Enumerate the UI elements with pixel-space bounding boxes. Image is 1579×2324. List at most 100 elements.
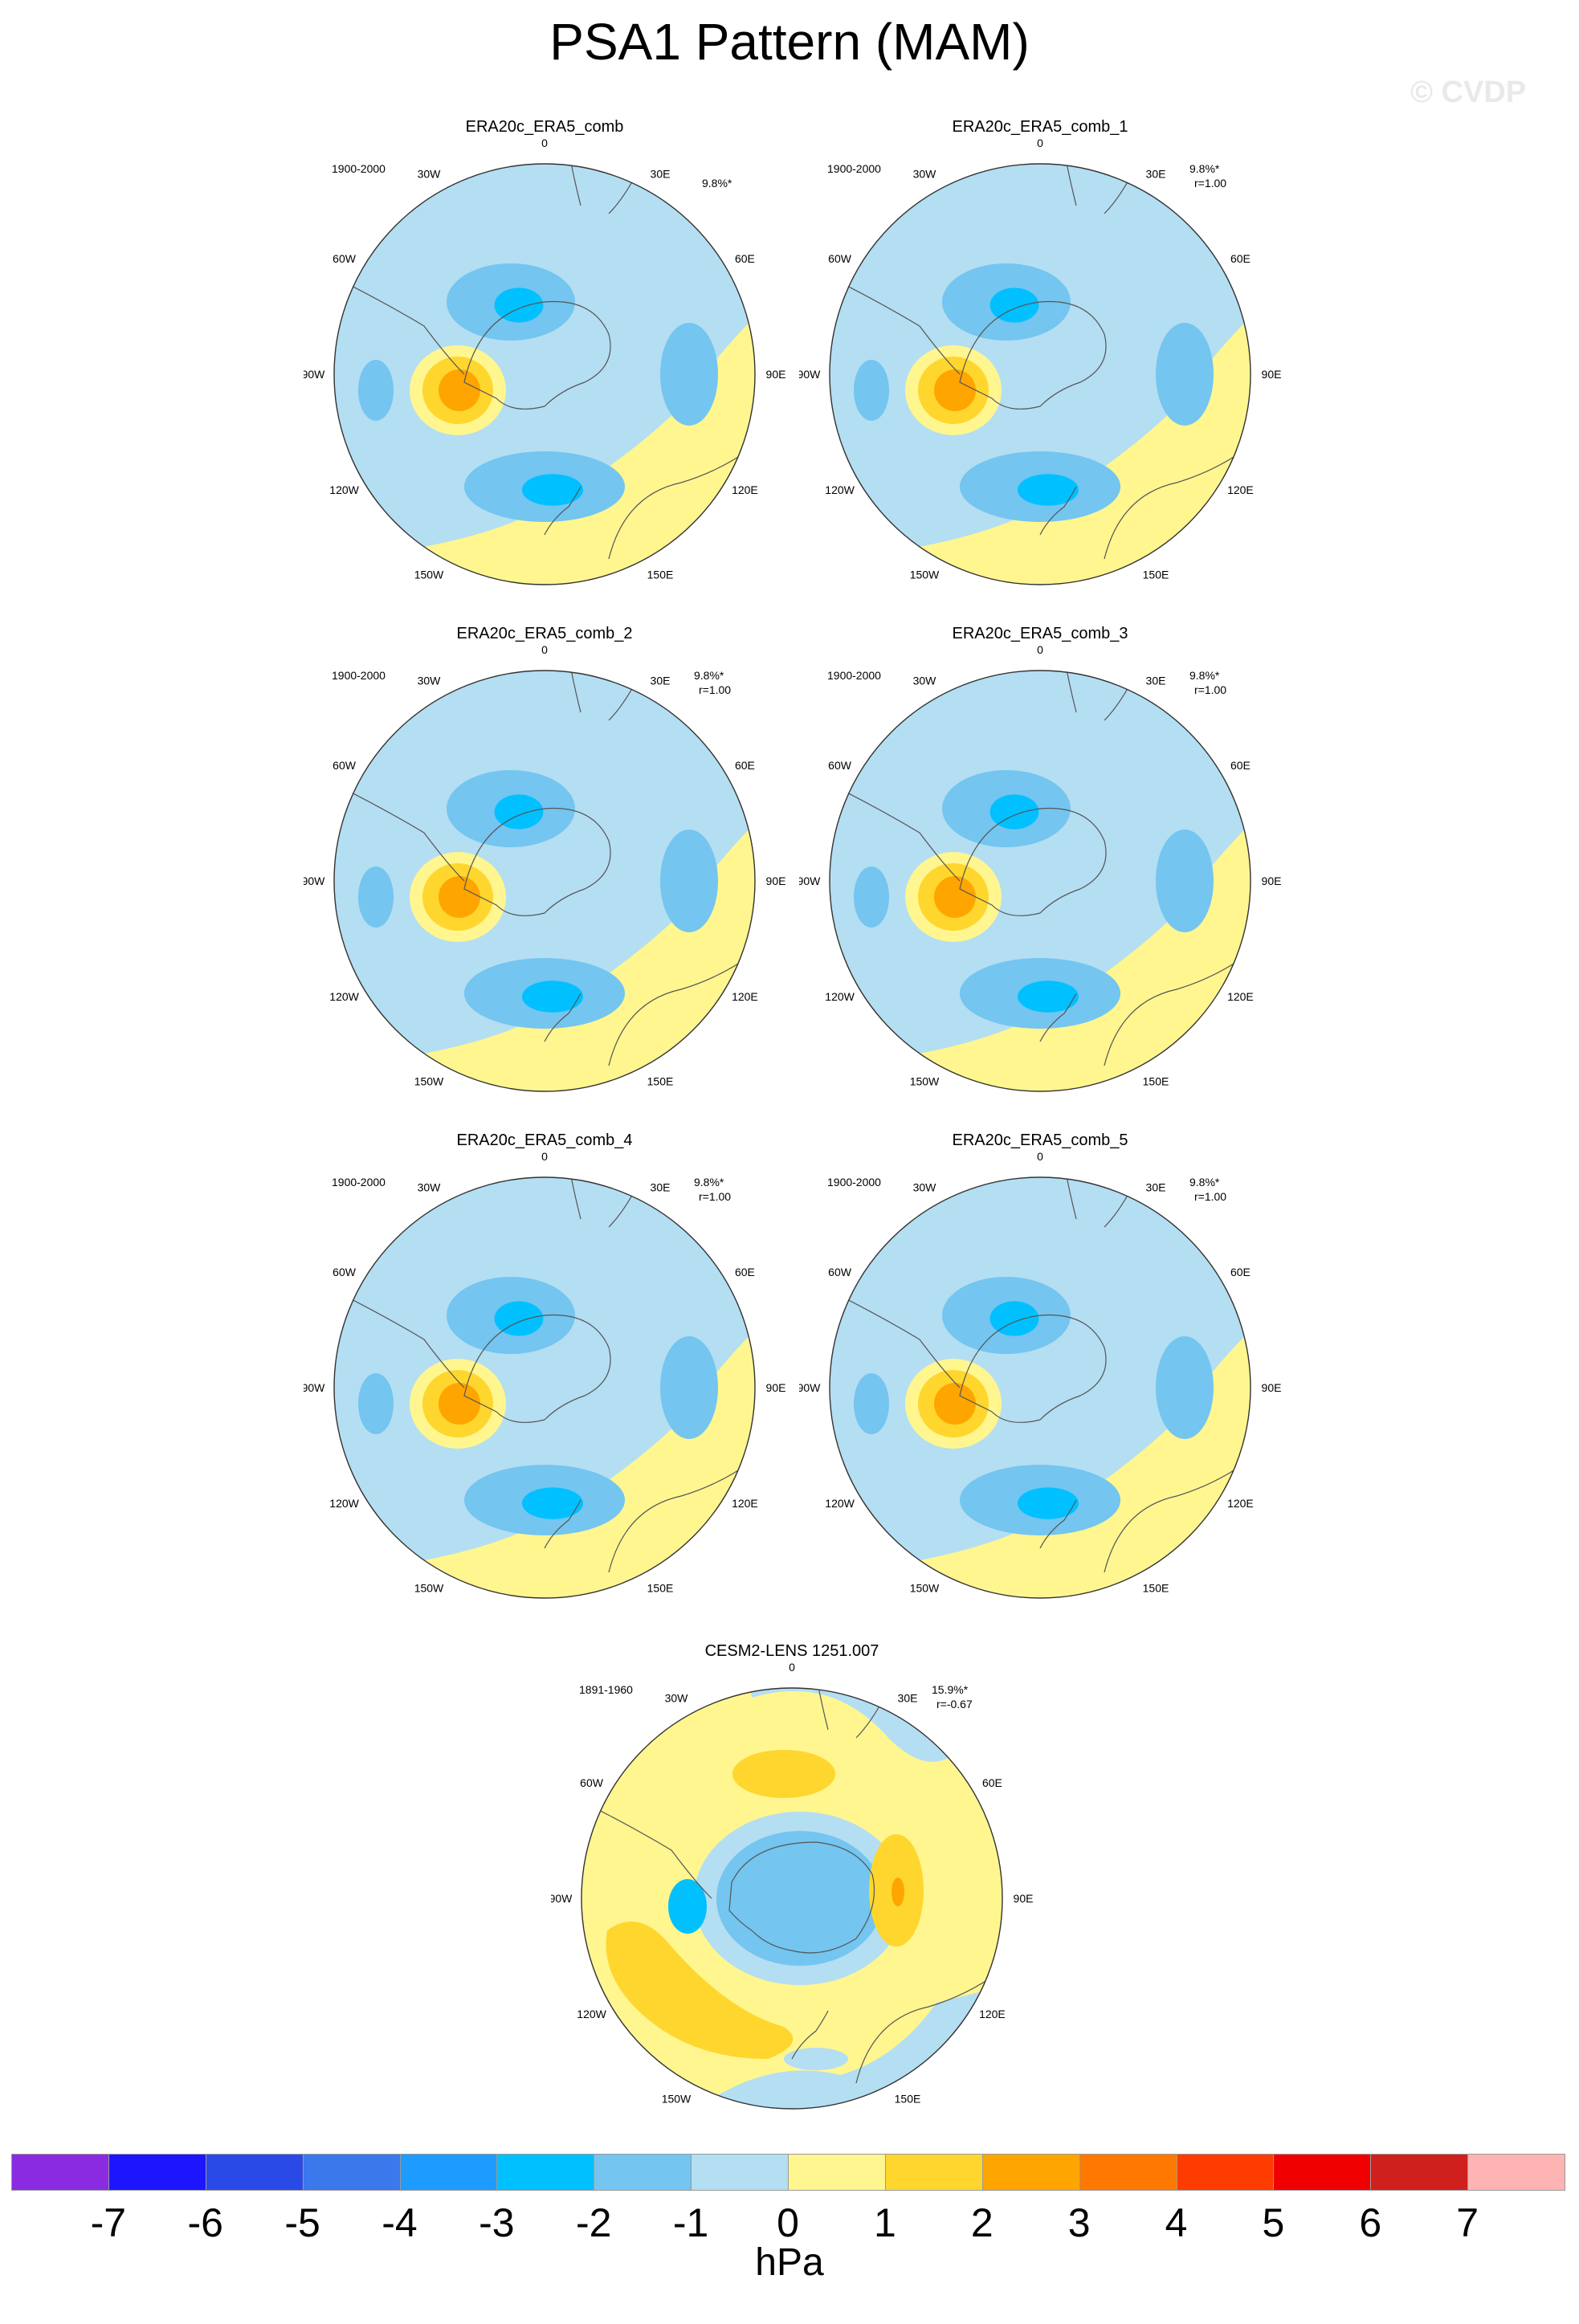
colorbar-tick-label: 3 [1067,2200,1091,2245]
longitude-label: 150W [910,1074,940,1087]
panel-title: ERA20c_ERA5_comb [465,118,624,136]
map-panel: 030E60E90E120E150E180150W120W90W60W30W E… [304,1131,785,1604]
panel-title: ERA20c_ERA5_comb_3 [952,625,1128,642]
low-anomaly-core [494,1301,544,1336]
panel-title: ERA20c_ERA5_comb_4 [456,1131,633,1149]
map-boundary [829,163,1251,585]
colorbar-swatch [884,2154,983,2191]
low-anomaly-core [989,794,1039,830]
longitude-label: 90W [304,875,325,887]
low-anomaly [358,866,394,928]
longitude-label: 60W [828,759,852,772]
longitude-label: 30W [418,675,442,687]
colorbar-swatch [302,2154,401,2191]
australia-coastline [608,446,754,560]
colorbar-swatch [205,2154,304,2191]
longitude-label: 90W [799,368,821,381]
map-boundary [333,163,756,585]
longitude-label: 90E [1262,1381,1281,1394]
longitude-label: 150E [647,1074,674,1087]
low-anomaly [358,360,394,421]
colorbar-swatch [108,2154,206,2191]
cvdp-watermark: © CVDP [1410,75,1527,109]
colorbar-tick-label: -3 [479,2200,515,2245]
map-boundary [581,1687,1003,2110]
longitude-label: 30W [913,168,937,181]
colorbar-swatch [788,2154,886,2191]
low-anomaly-core [1018,981,1079,1013]
longitude-label: 60W [828,1266,852,1278]
longitude-label: 150E [647,568,674,581]
low-anomaly [716,1831,883,1966]
colorbar-tick-label: -5 [284,2200,320,2245]
figure-title: PSA1 Pattern (MAM) [549,13,1030,71]
panel-period: 1900-2000 [332,1176,386,1189]
antarctica-coastline [728,1841,875,1954]
longitude-label: 120W [825,483,855,496]
panel-variance: 9.8%* [694,1176,724,1189]
map-boundary [829,670,1251,1092]
polar-map: 030E60E90E120E150E180150W120W90W60W30W [304,137,785,585]
map-panel: 030E60E90E120E150E180150W120W90W60W30W E… [304,624,785,1098]
low-anomaly [854,360,889,421]
colorbar [11,2154,1565,2191]
antarctica-coastline [959,807,1107,916]
longitude-label: 120E [732,1497,758,1510]
longitude-label: 120E [1227,990,1254,1003]
map-panel: 030E60E90E120E150E180150W120W90W60W30W E… [799,117,1281,591]
longitude-label: 150W [910,568,940,581]
low-anomaly-core [522,474,583,506]
longitude-label: 150W [662,2092,692,2105]
longitude-label: 120E [1227,1497,1254,1510]
longitude-label: 90W [799,1381,821,1394]
new-zealand-coastline [544,993,581,1042]
low-anomaly [358,1373,394,1434]
colorbar-tick-label: 6 [1359,2200,1382,2245]
longitude-label: 60W [333,759,357,772]
panel-variance: 9.8%* [1189,669,1220,682]
polar-map: 030E60E90E120E150E180150W120W90W60W30W [799,137,1281,585]
colorbar-swatch [594,2154,692,2191]
low-anomaly [854,1373,889,1434]
low-anomaly-core [1018,474,1079,506]
colorbar-tick-label: -2 [576,2200,612,2245]
longitude-label: 150E [647,1581,674,1594]
longitude-label: 90W [799,875,821,887]
new-zealand-coastline [544,1499,581,1549]
longitude-label: 120E [1227,483,1254,496]
colorbar-swatch [399,2154,498,2191]
panel-title: ERA20c_ERA5_comb_2 [456,625,633,642]
new-zealand-coastline [1039,486,1077,536]
longitude-label: 60W [333,252,357,265]
panel-variance: 15.9%* [932,1683,969,1696]
polar-map: 030E60E90E120E150E180150W120W90W60W30W [304,643,785,1092]
map-boundary [333,1176,756,1599]
high-anomaly [732,1750,835,1798]
longitude-label: 30E [1146,1181,1166,1194]
south-america-coastline [335,277,465,375]
longitude-label: 150E [895,2092,921,2105]
panel-correlation: r=1.00 [1194,177,1227,190]
antarctica-coastline [959,1314,1107,1423]
south-america-coastline [582,1801,712,1899]
panel-variance: 9.8%* [1189,1176,1220,1189]
longitude-label: 60W [333,1266,357,1278]
colorbar-swatch [1273,2154,1372,2191]
colorbar-tick-label: 7 [1456,2200,1479,2245]
colorbar-tick-label: -4 [381,2200,418,2245]
longitude-label: 30E [898,1692,918,1705]
panel-title: CESM2-LENS 1251.007 [704,1642,879,1660]
longitude-label: 30E [1146,675,1166,687]
map-panel: 030E60E90E120E150E180150W120W90W60W30W C… [551,1641,1033,2115]
longitude-label: 90E [766,875,785,887]
colorbar-swatch [691,2154,789,2191]
longitude-label: 90E [766,368,785,381]
australia-coastline [608,1459,754,1573]
longitude-label: 0 [1037,643,1043,656]
antarctica-coastline [463,1314,611,1423]
colorbar-units: hPa [755,2241,824,2284]
longitude-label: 60E [982,1776,1002,1789]
antarctica-coastline [463,807,611,916]
low-anomaly [1156,323,1214,426]
